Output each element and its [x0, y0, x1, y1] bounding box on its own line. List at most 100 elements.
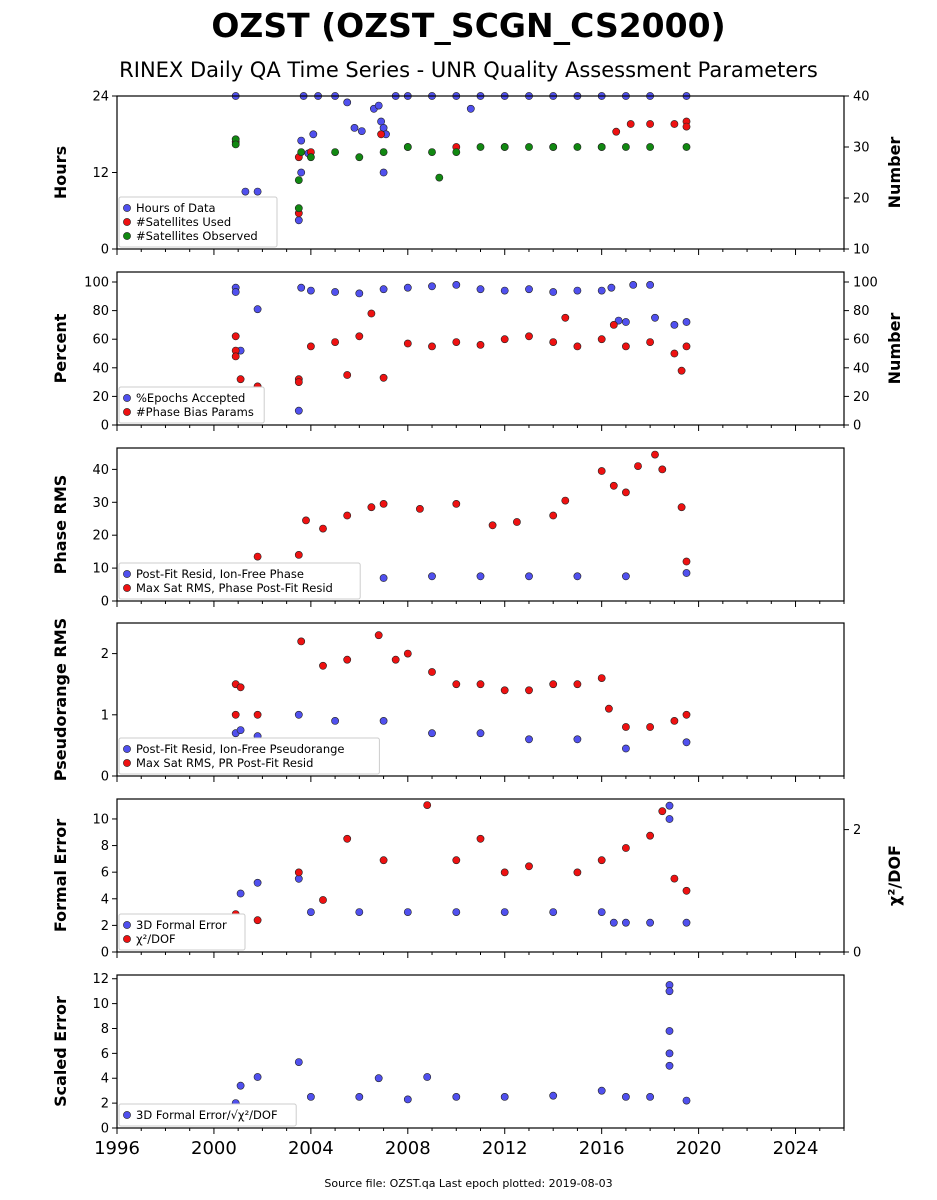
y-tick-label: 1 — [101, 708, 109, 723]
legend-label: #Satellites Observed — [136, 229, 258, 243]
legend-marker — [123, 394, 131, 402]
data-point-blue — [646, 280, 654, 289]
data-point-red — [403, 339, 412, 348]
data-point-red — [231, 710, 240, 719]
data-point-blue — [294, 1058, 303, 1066]
y-tick-label: 24 — [92, 90, 109, 105]
y-tick-label: 40 — [92, 361, 109, 376]
data-point-red — [682, 710, 691, 719]
data-point-red — [379, 373, 388, 382]
data-point-blue — [573, 572, 582, 581]
data-point-red — [403, 649, 412, 658]
y-tick-label: 6 — [101, 1047, 109, 1062]
chart-subtitle: RINEX Daily QA Time Series - UNR Quality… — [119, 58, 818, 82]
y-tick-label-right: 20 — [853, 192, 870, 207]
y-axis-label: Pseudorange RMS — [51, 618, 70, 781]
panel-3 — [112, 447, 845, 607]
data-point-red — [597, 856, 606, 865]
data-point-red — [374, 631, 383, 640]
data-point-blue — [355, 908, 364, 916]
data-point-red — [549, 511, 558, 520]
data-point-blue — [452, 280, 461, 289]
data-point-blue — [379, 717, 388, 725]
data-point-blue — [682, 569, 691, 577]
y-axis-label: Percent — [51, 313, 70, 383]
legend-label: Post-Fit Resid, Ion-Free Phase — [136, 567, 304, 581]
data-point-red — [377, 130, 385, 139]
data-point-red — [609, 481, 618, 490]
y-tick-label: 2 — [101, 647, 109, 662]
data-point-red — [561, 496, 570, 505]
data-point-red — [622, 723, 630, 731]
data-point-red — [452, 499, 461, 508]
data-point-red — [646, 120, 654, 128]
data-point-blue — [622, 918, 630, 927]
y-tick-label: 8 — [101, 839, 109, 854]
legend-box — [118, 737, 380, 775]
data-point-red — [488, 521, 497, 530]
data-point-red — [415, 504, 424, 513]
data-point-blue — [665, 1049, 674, 1058]
data-point-blue — [403, 283, 412, 292]
data-point-blue — [682, 318, 691, 326]
legend-marker — [123, 759, 131, 767]
data-point-red — [428, 668, 436, 676]
data-point-red — [319, 896, 327, 904]
data-point-green — [476, 143, 485, 151]
data-point-red — [253, 710, 262, 719]
data-point-green — [294, 176, 303, 184]
data-point-blue — [665, 1061, 674, 1070]
data-point-red — [682, 122, 691, 131]
data-point-red — [253, 552, 262, 561]
y-tick-label: 0 — [101, 1122, 109, 1137]
legend-box — [118, 562, 361, 600]
data-point-red — [525, 686, 533, 695]
legend-label: #Satellites Used — [136, 215, 231, 229]
y-tick-label: 8 — [101, 1022, 109, 1037]
data-point-red — [476, 834, 485, 843]
data-point-blue — [476, 572, 485, 581]
y-tick-label: 60 — [92, 333, 109, 348]
data-point-red — [670, 874, 679, 883]
data-point-red — [597, 467, 606, 475]
data-point-blue — [549, 908, 558, 916]
x-tick-label: 2024 — [773, 1138, 819, 1159]
data-point-blue — [609, 918, 618, 927]
data-point-green — [452, 148, 461, 156]
data-point-red — [476, 680, 485, 689]
y-tick-label: 40 — [92, 463, 109, 478]
data-point-red — [525, 862, 533, 871]
data-point-red — [622, 844, 630, 852]
legend-label: Max Sat RMS, Phase Post-Fit Resid — [136, 581, 333, 595]
y-axis-label: Phase RMS — [51, 475, 70, 575]
y-tick-label: 4 — [101, 892, 109, 907]
data-point-blue — [665, 987, 674, 996]
y-tick-label: 80 — [92, 304, 109, 319]
data-point-red — [231, 332, 240, 341]
data-point-red — [306, 342, 315, 351]
data-point-red — [622, 342, 630, 351]
data-point-blue — [622, 318, 630, 326]
data-point-blue — [423, 1073, 432, 1081]
data-point-blue — [682, 918, 691, 927]
panel-2 — [112, 271, 849, 431]
y-axis-label-right: Number — [885, 137, 904, 209]
data-point-green — [597, 143, 606, 151]
data-point-green — [428, 148, 436, 156]
data-point-red — [549, 680, 558, 689]
data-point-red — [452, 338, 461, 346]
data-point-blue — [379, 574, 388, 582]
y-axis-label: Hours — [51, 146, 70, 199]
data-point-red — [452, 680, 461, 689]
data-point-blue — [452, 908, 461, 916]
x-tick-label: 2012 — [482, 1138, 528, 1159]
data-point-green — [331, 148, 339, 156]
data-point-green — [435, 173, 444, 182]
legend-label: Post-Fit Resid, Ion-Free Pseudorange — [136, 742, 344, 756]
legend-label: Max Sat RMS, PR Post-Fit Resid — [136, 756, 313, 770]
legend-marker — [123, 584, 131, 592]
data-point-blue — [607, 283, 616, 292]
data-point-red — [561, 313, 570, 322]
data-point-blue — [297, 283, 306, 292]
data-point-blue — [646, 1093, 654, 1101]
